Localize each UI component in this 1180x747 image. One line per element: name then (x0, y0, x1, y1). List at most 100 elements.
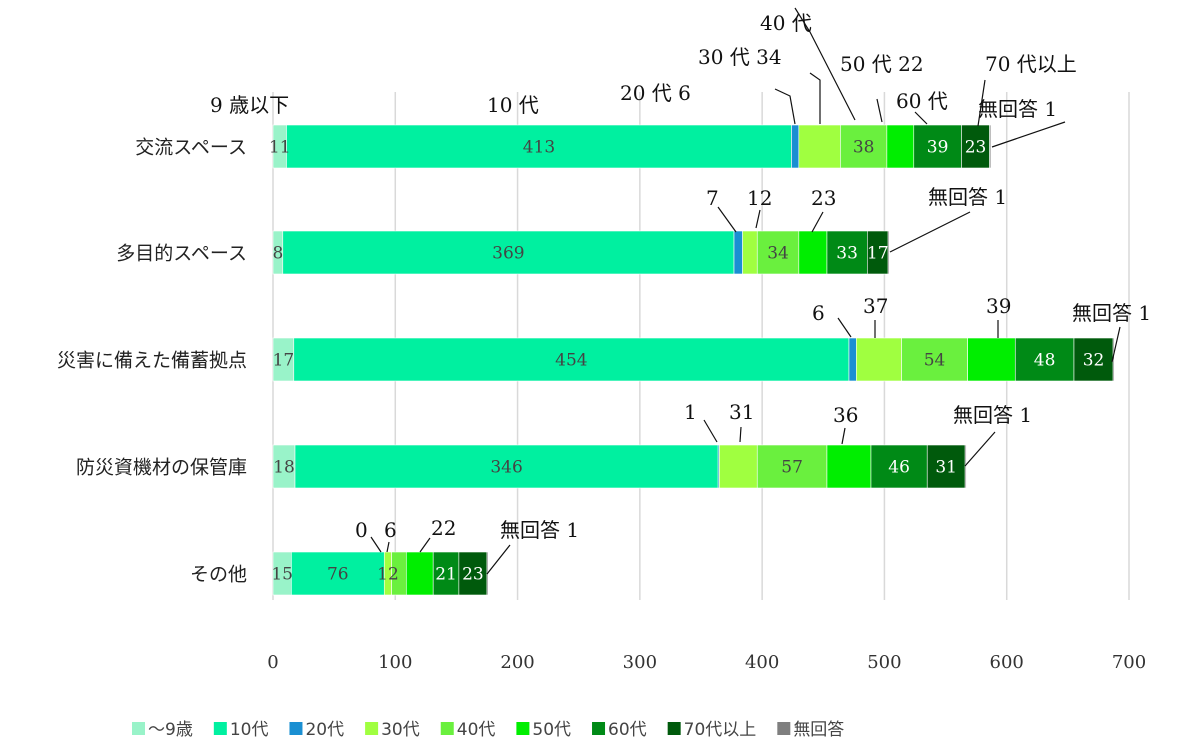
x-tick-label-600: 600 (990, 652, 1024, 673)
data-label-1-6: 33 (836, 244, 858, 264)
data-label-2-1: 454 (555, 351, 587, 371)
callout-label-0: 9 歳以下 (210, 93, 289, 117)
data-label-3-1: 346 (490, 458, 522, 478)
callout-layer: 9 歳以下 10 代 20 代 6 30 代 34 40 代 50 代 22 60 代 70 … (210, 7, 1151, 575)
callout-leader-19 (841, 427, 846, 445)
legend-label-8: 無回答 (793, 720, 844, 740)
bar-segment-2-2 (848, 337, 857, 382)
data-label-1-7: 17 (867, 244, 889, 264)
data-label-2-6: 48 (1034, 351, 1056, 371)
legend-swatch-6 (592, 722, 606, 735)
bar-segment-1-1 (282, 230, 735, 275)
bar-segment-2-7 (1073, 337, 1114, 382)
callout-label-4: 40 代 (760, 11, 812, 35)
callout-leader-10 (755, 209, 761, 229)
legend-label-6: 60代 (608, 720, 647, 740)
bar-segment-1-2 (733, 230, 743, 275)
callout-leader-20 (964, 431, 996, 467)
callout-label-11: 23 (811, 186, 836, 210)
data-label-4-3: 12 (377, 565, 399, 585)
callout-leader-11 (811, 211, 824, 233)
bar-segment-1-3 (742, 230, 758, 275)
data-label-2-0: 17 (273, 351, 295, 371)
bar-segment-1-6 (826, 230, 868, 275)
legend-swatch-1 (213, 722, 227, 735)
callout-leader-7 (977, 79, 986, 127)
data-label-1-0: 8 (272, 244, 283, 264)
legend-swatch-7 (667, 722, 681, 735)
callout-label-3: 30 代 34 (698, 45, 782, 69)
callout-label-17: 1 (684, 400, 697, 424)
bar-segment-3-5 (826, 444, 872, 489)
callout-label-24: 無回答 1 (500, 518, 579, 542)
callout-leader-17 (703, 419, 718, 443)
x-axis-ticks: 0 100 200 300 400 500 600 700 (267, 652, 1146, 673)
bar-segment-3-7 (926, 444, 966, 489)
callout-leader-21 (370, 536, 382, 553)
data-label-0-1: 413 (523, 138, 555, 158)
bar-segment-0-1 (286, 124, 792, 169)
data-label-0-0: 11 (269, 138, 291, 158)
bar-segment-2-3 (856, 337, 902, 382)
bar-segment-4-6 (432, 551, 460, 596)
callout-leader-22 (386, 541, 390, 553)
callout-label-10: 12 (747, 186, 772, 210)
bar-segment-3-8 (964, 444, 967, 489)
legend: 〜9歳 10代 20代 30代 40代 50代 60代 70代以上 無回答 (132, 720, 844, 740)
bar-segment-4-7 (458, 551, 488, 596)
category-label-0: 交流スペース (135, 137, 247, 159)
bar-segment-3-3 (719, 444, 758, 489)
callout-label-22: 6 (384, 518, 397, 542)
callout-leader-16 (1111, 326, 1121, 363)
callout-label-21: 0 (355, 518, 368, 542)
bar-segment-2-8 (1112, 337, 1115, 382)
bar-segment-2-4 (901, 337, 968, 382)
category-label-3: 防災資機材の保管庫 (76, 457, 247, 479)
callout-label-20: 無回答 1 (953, 403, 1032, 427)
x-tick-label-300: 300 (623, 652, 657, 673)
x-tick-label-700: 700 (1112, 652, 1146, 673)
callout-label-6: 60 代 (896, 89, 948, 113)
callout-label-8: 無回答 1 (978, 97, 1057, 121)
data-label-2-4: 54 (924, 351, 946, 371)
legend-label-1: 10代 (230, 720, 269, 740)
data-label-4-0: 15 (271, 565, 293, 585)
callout-leader-3 (809, 72, 821, 124)
callout-label-19: 36 (833, 403, 858, 427)
callout-label-13: 6 (812, 301, 825, 325)
bar-segment-0-2 (791, 124, 800, 169)
data-label-0-7: 23 (965, 138, 987, 158)
category-label-4: その他 (190, 564, 247, 586)
callout-leader-13 (837, 317, 852, 338)
bar-segment-4-5 (405, 551, 434, 596)
legend-label-2: 20代 (305, 720, 344, 740)
callout-label-15: 39 (986, 294, 1011, 318)
bar-segment-3-4 (756, 444, 828, 489)
bar-segment-1-4 (756, 230, 800, 275)
legend-label-7: 70代以上 (684, 720, 757, 740)
legend-label-5: 50代 (532, 720, 571, 740)
callout-label-12: 無回答 1 (928, 185, 1007, 209)
callout-label-9: 7 (706, 186, 719, 210)
callout-label-14: 37 (863, 294, 888, 318)
callout-label-16: 無回答 1 (1072, 301, 1151, 325)
data-label-3-0: 18 (273, 458, 295, 478)
legend-swatch-2 (289, 722, 303, 735)
data-label-3-4: 57 (781, 458, 803, 478)
data-label-4-6: 21 (435, 565, 457, 585)
data-label-4-7: 23 (462, 565, 484, 585)
callout-label-18: 31 (729, 400, 754, 424)
callout-leader-9 (717, 206, 737, 233)
data-label-3-6: 46 (888, 458, 910, 478)
legend-label-4: 40代 (457, 720, 496, 740)
callout-label-7: 70 代以上 (985, 52, 1077, 76)
x-tick-label-100: 100 (378, 652, 412, 673)
x-tick-label-200: 200 (500, 652, 534, 673)
data-label-1-4: 34 (767, 244, 789, 264)
legend-swatch-5 (516, 722, 530, 735)
callout-leader-23 (419, 537, 431, 553)
